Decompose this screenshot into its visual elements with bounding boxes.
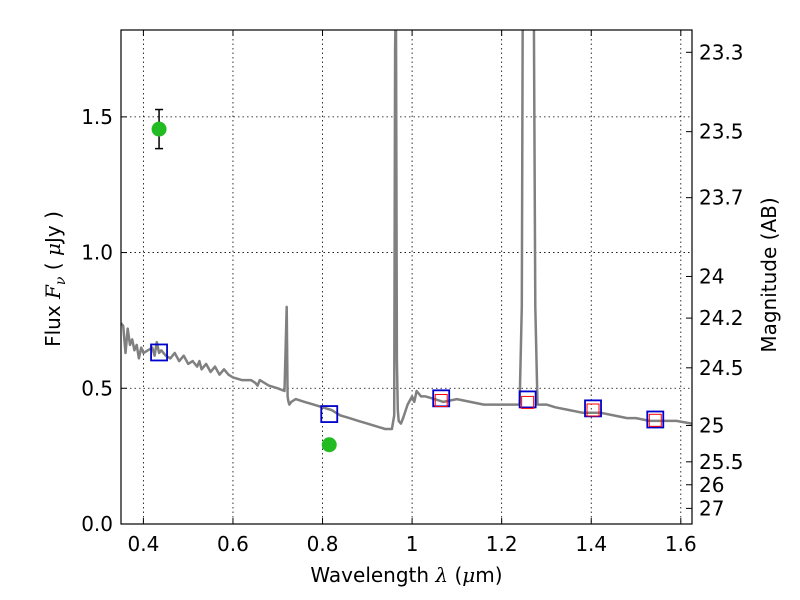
mag-tick-label: 23.5: [699, 120, 744, 144]
mag-tick-label: 23.3: [699, 40, 744, 64]
y2-axis-title: Magnitude (AB): [757, 197, 781, 352]
y-axis-title: Flux Fν ( μJy ): [41, 211, 69, 347]
y-title-subscript: ν: [53, 276, 69, 285]
x-title-unit-rest: m): [475, 563, 502, 587]
model-photometry-marker: [320, 405, 339, 423]
y-title-unit-rest: Jy ): [41, 211, 65, 245]
x-tick-label: 0.8: [307, 532, 339, 556]
model-photometry-marker: [518, 390, 537, 409]
grid: [121, 30, 692, 525]
x-tick-label: 1.2: [486, 532, 518, 556]
mag-tick-label: 26: [699, 473, 724, 497]
observed-flux-marker: [648, 413, 662, 427]
x-tick-label: 1.6: [665, 532, 697, 556]
x-title-mu: μ: [462, 563, 475, 587]
template-spectrum-line: [121, 30, 692, 431]
y-title-symbol: F: [41, 284, 65, 300]
mag-tick-label: 25: [699, 413, 724, 437]
detection-point: [151, 121, 167, 137]
observed-flux-marker: [521, 395, 535, 409]
model-photometry-marker: [150, 343, 168, 362]
observed-flux-marker: [586, 403, 600, 417]
mag-tick-label: 23.7: [699, 186, 744, 210]
x-title-prefix: Wavelength: [310, 563, 435, 587]
y-title-prefix: Flux: [41, 299, 65, 347]
model-photometry-marker: [646, 410, 665, 429]
mag-tick-label: 24: [699, 264, 724, 288]
detection-point: [321, 437, 337, 453]
y-title-mu: μ: [41, 243, 65, 256]
mag-tick-label: 27: [699, 496, 724, 520]
x-tick-label: 1: [406, 532, 419, 556]
y-tick-label: 0.0: [81, 512, 113, 536]
y-tick-label: 1.5: [81, 105, 113, 129]
mag-tick-label: 25.5: [699, 450, 744, 474]
mag-tick-label: 24.2: [699, 306, 744, 330]
y-tick-label: 1.0: [81, 241, 113, 265]
x-axis-title: Wavelength λ (μm): [310, 563, 502, 587]
x-title-symbol: λ: [434, 563, 448, 587]
axis-ticks: 0.4 0.6 0.8 1 1.2 1.4 1.6 0.0 0.5 1.0 1.5 23.3 23.5 2…: [81, 30, 744, 556]
x-title-unit-open: (: [448, 563, 462, 587]
observed-flux-marker: [434, 394, 448, 407]
plot-series: [121, 30, 692, 453]
mag-tick-label: 24.5: [699, 356, 744, 380]
x-tick-label: 0.6: [217, 532, 249, 556]
y-title-unit-open: (: [41, 256, 65, 277]
x-tick-label: 0.4: [127, 532, 159, 556]
x-tick-label: 1.4: [575, 532, 607, 556]
plot-frame: [120, 29, 693, 525]
y-tick-label: 0.5: [81, 376, 113, 400]
